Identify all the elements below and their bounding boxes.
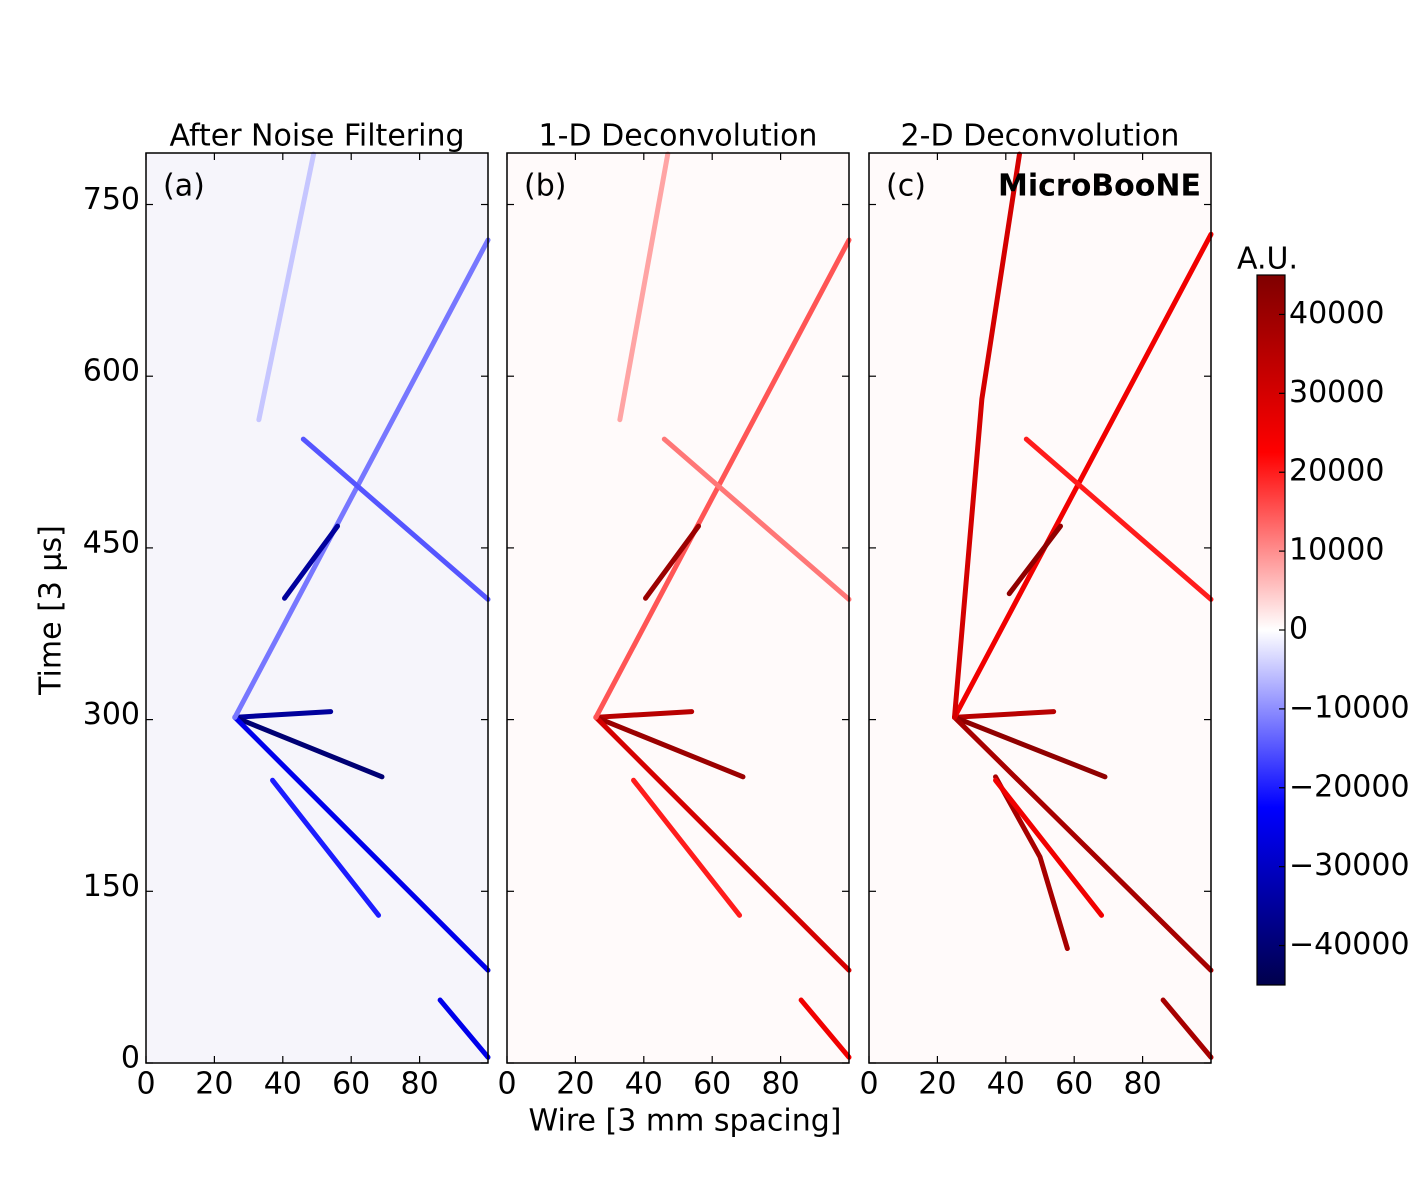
x-tick-label: 40	[264, 1067, 302, 1102]
panel-background	[869, 153, 1211, 1063]
panel-title: After Noise Filtering	[169, 119, 464, 154]
x-tick-label: 20	[918, 1067, 956, 1102]
panel-label: (c)	[886, 169, 926, 204]
annotation: MicroBooNE	[998, 169, 1201, 204]
track	[593, 237, 852, 720]
y-tick-label: 0	[121, 1041, 140, 1076]
y-tick-label: 600	[83, 354, 140, 389]
x-tick-label: 80	[762, 1067, 800, 1102]
panel-title: 1-D Deconvolution	[539, 119, 818, 154]
track	[232, 237, 491, 720]
y-axis-label: Time [3 μs]	[34, 525, 69, 696]
panel-label: (a)	[163, 169, 205, 204]
colorbar-tick-label: 40000	[1289, 296, 1384, 331]
track	[256, 151, 317, 423]
track	[952, 151, 1022, 720]
panel-frame	[145, 152, 489, 1064]
track	[952, 714, 1214, 973]
x-tick-label: 40	[625, 1067, 663, 1102]
colorbar-tick-label: −20000	[1289, 769, 1410, 804]
track	[282, 523, 341, 601]
x-axis-label: Wire [3 mm spacing]	[529, 1104, 842, 1139]
track	[643, 523, 702, 601]
colorbar-tick-label: 20000	[1289, 454, 1384, 489]
track	[593, 714, 852, 973]
track	[232, 714, 491, 973]
panel-title: 2-D Deconvolution	[901, 119, 1180, 154]
track	[593, 714, 746, 780]
x-tick-label: 40	[987, 1067, 1025, 1102]
track	[952, 231, 1214, 720]
track	[617, 151, 671, 423]
x-tick-label: 20	[195, 1067, 233, 1102]
track	[593, 709, 695, 720]
track	[270, 777, 382, 918]
track	[798, 997, 852, 1060]
panel-background	[507, 153, 849, 1063]
track	[300, 436, 491, 602]
track	[1160, 997, 1214, 1060]
y-tick-label: 300	[83, 697, 140, 732]
track	[993, 777, 1105, 918]
x-tick-label: 80	[401, 1067, 439, 1102]
x-tick-label: 0	[136, 1067, 155, 1102]
y-tick-label: 150	[83, 869, 140, 904]
track	[1006, 523, 1064, 597]
colorbar-tick-label: −10000	[1289, 690, 1410, 725]
track	[993, 774, 1070, 952]
track	[952, 714, 1108, 780]
panel-frame	[868, 152, 1212, 1064]
track	[661, 436, 852, 602]
panel-background	[146, 153, 488, 1063]
panel-label: (b)	[524, 169, 566, 204]
track	[631, 777, 743, 918]
colorbar-tick-label: −40000	[1289, 927, 1410, 962]
track	[232, 709, 334, 720]
colorbar-tick-label: 10000	[1289, 533, 1384, 568]
colorbar-tick-label: 0	[1289, 612, 1308, 647]
x-tick-label: 60	[693, 1067, 731, 1102]
y-tick-label: 450	[83, 525, 140, 560]
colorbar-label: A.U.	[1237, 242, 1298, 277]
x-tick-label: 0	[859, 1067, 878, 1102]
track	[437, 997, 491, 1060]
track	[232, 714, 385, 780]
x-tick-label: 80	[1124, 1067, 1162, 1102]
colorbar-tick-label: 30000	[1289, 375, 1384, 410]
colorbar-tick-label: −30000	[1289, 848, 1410, 883]
y-tick-label: 750	[83, 182, 140, 217]
track	[952, 709, 1057, 720]
x-tick-label: 60	[1055, 1067, 1093, 1102]
x-tick-label: 60	[332, 1067, 370, 1102]
x-tick-label: 0	[497, 1067, 516, 1102]
x-tick-label: 20	[556, 1067, 594, 1102]
panel-frame	[506, 152, 850, 1064]
track	[1023, 436, 1214, 602]
